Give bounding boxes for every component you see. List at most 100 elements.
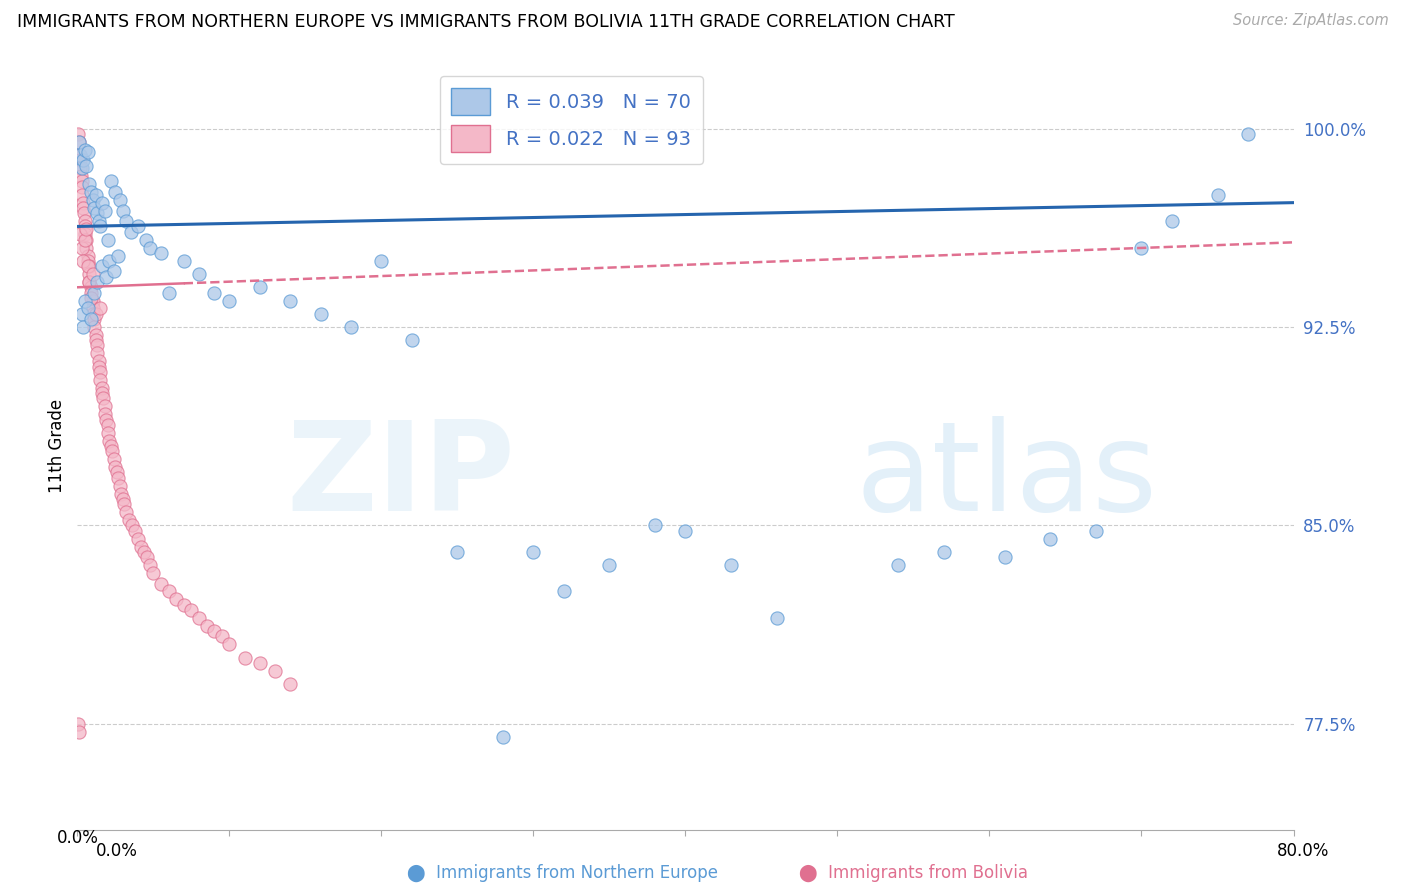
Point [77, 301, 100, 316]
Point [264, 664, 287, 678]
Point [720, 558, 742, 572]
Text: ⬤  Immigrants from Bolivia: ⬤ Immigrants from Bolivia [800, 863, 1028, 881]
Point [188, 611, 211, 625]
Point [75, 233, 97, 247]
Point [73, 219, 96, 234]
Point [79, 177, 101, 191]
Point [827, 841, 849, 855]
Point [75, 159, 97, 173]
Point [79, 259, 101, 273]
Point [202, 285, 225, 300]
Point [73, 214, 96, 228]
Point [93, 400, 115, 414]
Point [121, 518, 143, 533]
Point [82, 193, 104, 207]
Point [96, 412, 118, 426]
Point [80, 280, 103, 294]
Point [111, 491, 134, 506]
Point [1039, 532, 1062, 546]
Point [97, 425, 120, 440]
Point [104, 185, 127, 199]
Point [82, 293, 104, 308]
Y-axis label: 11th Grade: 11th Grade [48, 399, 66, 493]
Point [401, 333, 423, 347]
Point [73, 293, 96, 308]
Text: 80.0%: 80.0% [1277, 842, 1330, 860]
Point [67, 135, 90, 149]
Point [67, 127, 90, 141]
Point [70, 307, 93, 321]
Point [114, 497, 136, 511]
Point [93, 203, 115, 218]
Point [84, 307, 107, 321]
Point [188, 267, 211, 281]
Point [90, 259, 112, 273]
Point [165, 592, 187, 607]
Point [446, 545, 468, 559]
Point [70, 179, 93, 194]
Point [79, 275, 101, 289]
Point [108, 193, 131, 207]
Point [135, 233, 157, 247]
Point [69, 153, 91, 168]
Text: atlas: atlas [856, 417, 1157, 537]
Point [1130, 241, 1153, 255]
Point [69, 227, 91, 242]
Point [118, 513, 141, 527]
Point [1206, 187, 1229, 202]
Point [70, 187, 93, 202]
Point [83, 320, 105, 334]
Point [75, 241, 97, 255]
Point [80, 185, 103, 199]
Point [115, 214, 138, 228]
Point [103, 452, 125, 467]
Point [84, 333, 107, 347]
Point [492, 730, 515, 744]
Point [105, 466, 128, 480]
Point [73, 233, 96, 247]
Text: 0.0%: 0.0% [96, 842, 138, 860]
Point [69, 148, 91, 162]
Point [90, 386, 112, 401]
Point [110, 486, 132, 500]
Point [211, 630, 233, 644]
Point [129, 540, 152, 554]
Point [309, 307, 332, 321]
Point [1084, 524, 1107, 538]
Text: IMMIGRANTS FROM NORTHERN EUROPE VS IMMIGRANTS FROM BOLIVIA 11TH GRADE CORRELATIO: IMMIGRANTS FROM NORTHERN EUROPE VS IMMIG… [17, 13, 955, 31]
Point [675, 524, 697, 538]
Point [86, 346, 108, 360]
Point [80, 291, 103, 305]
Point [173, 598, 195, 612]
Point [134, 545, 156, 559]
Point [79, 267, 101, 281]
Point [90, 195, 112, 210]
Text: 0.0%: 0.0% [56, 829, 98, 847]
Point [218, 637, 240, 651]
Point [100, 174, 122, 188]
Point [553, 584, 575, 599]
Point [340, 320, 363, 334]
Point [139, 241, 162, 255]
Point [370, 253, 392, 268]
Point [100, 439, 122, 453]
Point [107, 248, 129, 262]
Point [1237, 127, 1260, 141]
Point [77, 145, 100, 160]
Point [195, 619, 218, 633]
Point [157, 584, 180, 599]
Point [202, 624, 225, 639]
Point [173, 253, 195, 268]
Point [249, 280, 271, 294]
Point [77, 248, 100, 262]
Point [887, 558, 910, 572]
Point [73, 227, 96, 242]
Point [77, 253, 100, 268]
Point [120, 225, 142, 239]
Point [127, 532, 149, 546]
Point [80, 285, 103, 300]
Text: ZIP: ZIP [287, 417, 515, 537]
Point [103, 264, 125, 278]
Point [932, 545, 955, 559]
Point [522, 545, 544, 559]
